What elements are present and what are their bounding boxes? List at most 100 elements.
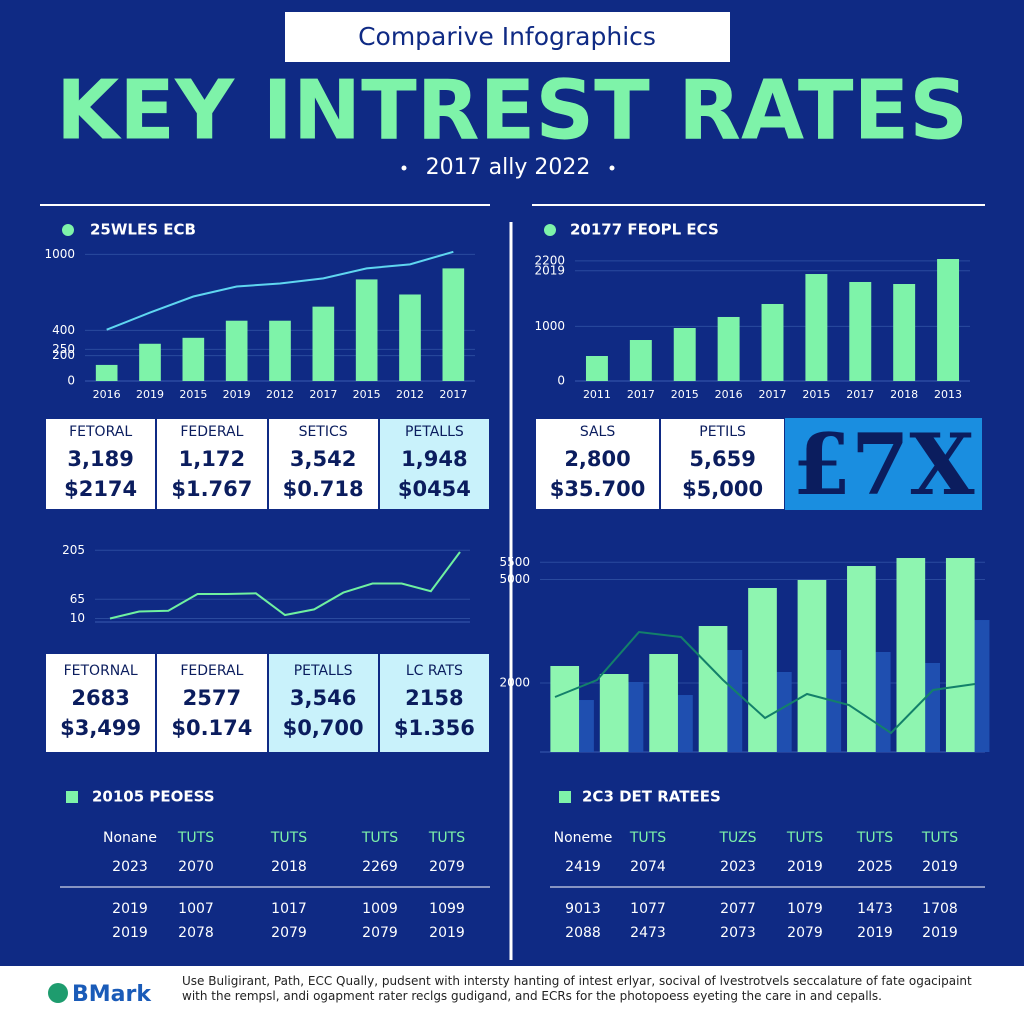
- stat-value: 3,542: [289, 447, 357, 471]
- table-cell: 1473: [857, 901, 893, 917]
- stat-value: $0.718: [282, 477, 364, 501]
- chart-title: 25WLES ECB: [90, 221, 196, 239]
- x-tick-label: 2016: [715, 388, 743, 401]
- x-tick-label: 2019: [136, 388, 164, 401]
- table-cell: 9013: [565, 901, 601, 917]
- table-cell: 2473: [630, 925, 666, 941]
- stat-label: FEDERAL: [180, 663, 244, 679]
- table-header: TUTS: [921, 830, 958, 846]
- y-tick-label: 0: [557, 374, 565, 388]
- table-header: TUTS: [270, 830, 307, 846]
- bar: [945, 558, 975, 752]
- y-tick-label: 205: [62, 543, 85, 557]
- stat-value: $0454: [397, 477, 471, 501]
- bar: [698, 626, 728, 752]
- footer: BMark Use Buligirant, Path, ECC Qually, …: [0, 966, 1024, 1024]
- stat-value: $0,700: [282, 716, 364, 740]
- table-cell: 1099: [429, 901, 465, 917]
- y-tick-label: 5500: [499, 555, 530, 569]
- stat-value: 5,659: [689, 447, 756, 471]
- bar: [896, 558, 926, 752]
- table-cell: 1009: [362, 901, 398, 917]
- footer-text: Use Buligirant, Path, ECC Qually, pudsen…: [182, 974, 972, 1003]
- table-cell: 2079: [362, 925, 398, 941]
- bar: [937, 259, 960, 381]
- chart-title: 20177 FEOPL ECS: [570, 221, 719, 239]
- table-cell: 2018: [271, 859, 307, 875]
- bar: [355, 279, 378, 381]
- x-tick-label: 2018: [890, 388, 918, 401]
- line: [106, 250, 454, 331]
- stat-value: 3,189: [67, 447, 134, 471]
- stat-value: 2683: [71, 686, 130, 710]
- stat-value: 2,800: [564, 447, 631, 471]
- table-cell: 2023: [112, 859, 148, 875]
- table-cell: 2019: [112, 901, 148, 917]
- stat-value: 2158: [405, 686, 464, 710]
- stat-value: 1,172: [178, 447, 246, 471]
- table-header: TUZS: [718, 830, 756, 846]
- stat-label: FEDERAL: [180, 424, 244, 440]
- table-cell: 1017: [271, 901, 307, 917]
- stat-label: PETILS: [699, 424, 746, 440]
- subtitle-box: [285, 12, 730, 62]
- bar: [139, 343, 161, 381]
- y-tick-label: 5000: [499, 572, 530, 586]
- y-tick-label: 1000: [534, 319, 565, 333]
- stat-label: PETALLS: [293, 663, 353, 679]
- y-tick-label: 200: [52, 348, 75, 362]
- stat-cell: SETICS 3,542 $0.718: [267, 418, 379, 510]
- stat-cell: FETORAL 3,189 $2174: [45, 418, 157, 510]
- bar: [95, 364, 118, 381]
- bar: [649, 653, 678, 752]
- table-header: TUTS: [856, 830, 893, 846]
- table-cell: 1077: [630, 901, 666, 917]
- bar: [797, 579, 827, 752]
- bullet: [401, 165, 407, 171]
- stat-value: $1.356: [393, 716, 475, 740]
- stat-cell: LC RATS 2158 $1.356: [378, 653, 490, 753]
- stat-label: FETORNAL: [63, 663, 138, 679]
- bar: [599, 673, 629, 752]
- stat-cell: PETALLS 1,948 $0454: [378, 418, 490, 510]
- bar: [399, 294, 421, 381]
- stat-table: FETORNAL 2683 $3,499 FEDERAL 2577 $0.174 PETAL…: [45, 653, 490, 753]
- stat-cell: PETILS 5,659 $5,000: [660, 418, 786, 510]
- table-title: 2C3 DET RATEES: [582, 788, 721, 806]
- y-tick-label: 2019: [534, 263, 565, 277]
- stat-cell: FETORNAL 2683 $3,499: [45, 653, 157, 753]
- table-cell: 2078: [178, 925, 214, 941]
- bar: [761, 303, 784, 381]
- stat-cell: FEDERAL 1,172 $1.767: [156, 418, 268, 510]
- x-tick-label: 2015: [353, 388, 381, 401]
- stat-value: $1.767: [171, 477, 253, 501]
- bar: [312, 306, 335, 381]
- table-cell: 2019: [857, 925, 893, 941]
- x-tick-label: 2016: [93, 388, 121, 401]
- legend-marker: [544, 224, 556, 236]
- table-title: 20105 PEOESS: [92, 788, 215, 806]
- bullet: [609, 165, 615, 171]
- bar: [893, 284, 916, 381]
- x-tick-label: 2019: [223, 388, 251, 401]
- table-cell: 2073: [720, 925, 756, 941]
- y-tick-label: 2000: [499, 676, 530, 690]
- x-tick-label: 2012: [396, 388, 424, 401]
- x-tick-label: 2017: [627, 388, 655, 401]
- table-cell: 2023: [720, 859, 756, 875]
- table-cell: 2419: [565, 859, 601, 875]
- x-tick-label: 2017: [846, 388, 874, 401]
- stat-table: FETORAL 3,189 $2174 FEDERAL 1,172 $1.767 SETIC…: [45, 418, 490, 510]
- x-tick-label: 2015: [179, 388, 207, 401]
- table-cell: 2088: [565, 925, 601, 941]
- y-tick-label: 65: [70, 592, 85, 606]
- line: [554, 630, 976, 735]
- table-header: Noneme: [554, 830, 613, 846]
- legend-marker: [66, 791, 78, 803]
- stat-value: $0.174: [171, 716, 253, 740]
- title: KEY INTREST RATES: [56, 63, 968, 158]
- brand: BMark: [48, 982, 151, 1007]
- bar: [182, 337, 205, 381]
- stat-label: SETICS: [298, 424, 348, 440]
